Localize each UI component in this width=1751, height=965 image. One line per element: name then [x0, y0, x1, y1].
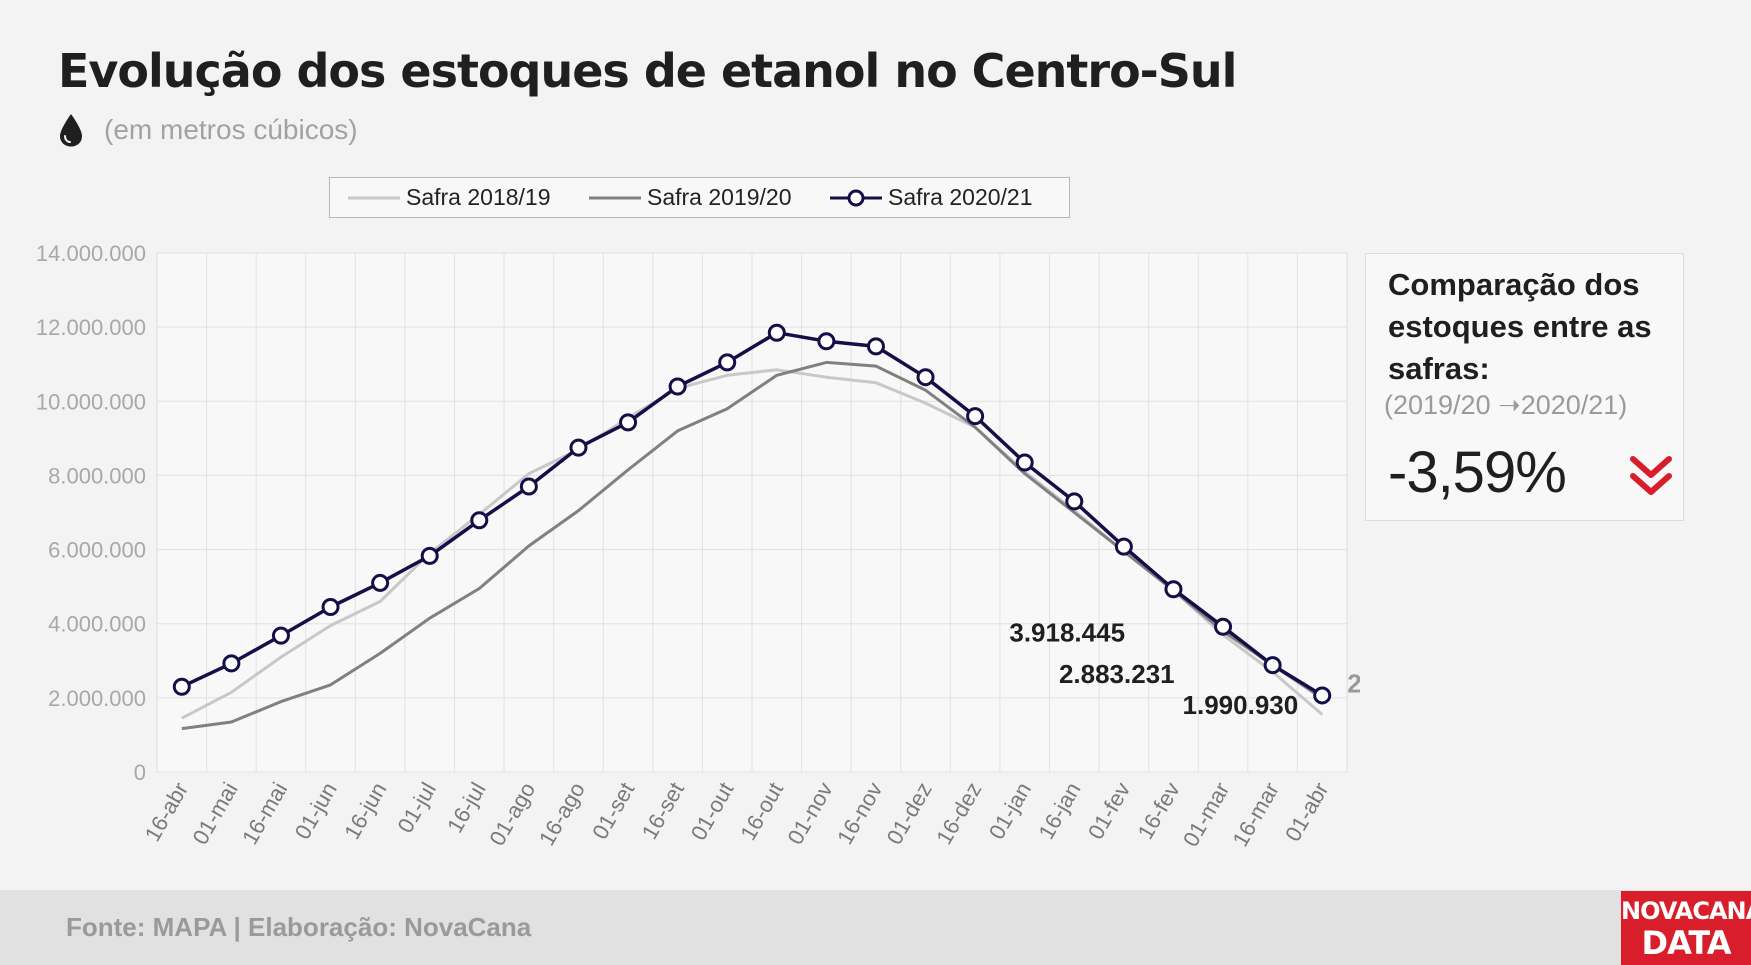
- x-tick-label: 01-set: [587, 778, 639, 843]
- data-point: [866, 337, 885, 356]
- subtitle-text: (em metros cúbicos): [104, 114, 358, 145]
- y-tick-label: 14.000.000: [36, 241, 146, 266]
- legend-swatch-line: [589, 196, 641, 199]
- x-tick-label: 16-set: [637, 778, 689, 843]
- data-point: [172, 677, 191, 696]
- data-point: [470, 511, 489, 530]
- chart-series: [172, 323, 1332, 731]
- legend-label: Safra 2019/20: [647, 184, 792, 210]
- x-tick-label: 01-jul: [392, 778, 441, 837]
- data-point: [718, 353, 737, 372]
- data-point: [420, 546, 439, 565]
- comparison-period: (2019/20 ➝2020/21): [1384, 390, 1628, 420]
- x-tick-label: 01-jun: [290, 778, 342, 843]
- x-tick-label: 01-mai: [187, 778, 242, 849]
- x-tick-label: 01-ago: [484, 778, 540, 850]
- y-tick-label: 10.000.000: [36, 389, 146, 414]
- y-tick-label: 6.000.000: [48, 538, 146, 563]
- double-chevron-down-icon: [1630, 456, 1672, 495]
- x-tick-label: 16-jun: [339, 778, 391, 843]
- x-tick-label: 01-dez: [882, 778, 937, 849]
- x-tick-label: 16-nov: [832, 778, 887, 849]
- x-tick-label: 16-ago: [534, 778, 590, 850]
- x-tick-label: 16-jan: [1033, 778, 1085, 843]
- data-point: [1313, 686, 1332, 705]
- line-chart: 0 2.000.000 4.000.000 6.000.000 8.000.000 10.…: [36, 241, 1360, 851]
- chart-subtitle: (em metros cúbicos): [58, 112, 358, 148]
- data-point: [222, 654, 241, 673]
- comparison-panel: Comparação dos estoques entre as safras:…: [1365, 253, 1684, 521]
- data-point: [569, 438, 588, 457]
- legend-item-2019: Safra 2019/20: [589, 178, 792, 217]
- chart-title: Evolução dos estoques de etanol no Centr…: [58, 44, 1237, 98]
- comparison-heading: Comparação dos estoques entre as safras:: [1388, 267, 1652, 386]
- x-tick-label: 16-mai: [237, 778, 292, 849]
- y-axis-ticks: 0 2.000.000 4.000.000 6.000.000 8.000.000 10.…: [36, 241, 146, 785]
- data-label: 2.883.231: [1059, 659, 1175, 689]
- data-point: [966, 407, 985, 426]
- data-label: 2.065.146: [1347, 668, 1360, 698]
- x-tick-label: 16-dez: [931, 778, 986, 849]
- data-point: [1214, 617, 1233, 636]
- x-tick-label: 16-abr: [140, 778, 193, 846]
- chart-annotations: 3.918.445 2.883.231 1.990.930 2.065.146: [1009, 618, 1360, 720]
- x-tick-label: 01-abr: [1280, 778, 1333, 846]
- data-point: [767, 323, 786, 342]
- y-tick-label: 8.000.000: [48, 463, 146, 488]
- x-tick-label: 16-fev: [1133, 778, 1185, 843]
- chart-grid: [156, 252, 1348, 773]
- x-tick-label: 01-out: [686, 778, 739, 845]
- y-tick-label: 0: [134, 760, 146, 785]
- legend-swatch-marker-line: [830, 189, 882, 206]
- legend-swatch-line: [348, 196, 400, 199]
- data-point: [619, 413, 638, 432]
- droplet-icon: [60, 114, 82, 147]
- legend-item-2018: Safra 2018/19: [348, 178, 551, 217]
- data-point: [668, 377, 687, 396]
- y-tick-label: 2.000.000: [48, 686, 146, 711]
- x-tick-label: 01-fev: [1083, 778, 1135, 843]
- x-tick-label: 01-nov: [782, 778, 837, 849]
- logo-line1: NOVACANA: [1621, 897, 1751, 925]
- x-tick-label: 16-out: [735, 778, 788, 845]
- data-point: [1065, 492, 1084, 511]
- data-label: 3.918.445: [1009, 618, 1125, 648]
- x-tick-label: 01-mar: [1178, 778, 1234, 851]
- legend-item-2020: Safra 2020/21: [830, 178, 1033, 217]
- data-point: [371, 573, 390, 592]
- data-label: 1.990.930: [1183, 690, 1299, 720]
- x-tick-label: 16-mar: [1227, 778, 1283, 851]
- footer-bar: [0, 890, 1751, 965]
- series-line: [181, 330, 1324, 697]
- data-point: [271, 626, 290, 645]
- data-point: [1263, 656, 1282, 675]
- chart-legend: Safra 2018/19 Safra 2019/20 Safra 2020/2…: [329, 177, 1070, 218]
- data-point: [1015, 453, 1034, 472]
- source-credit: Fonte: MAPA | Elaboração: NovaCana: [66, 912, 532, 942]
- y-tick-label: 4.000.000: [48, 612, 146, 637]
- data-point: [817, 332, 836, 351]
- data-point: [519, 477, 538, 496]
- data-point: [321, 598, 340, 617]
- data-point: [1114, 537, 1133, 556]
- data-point: [916, 368, 935, 387]
- legend-label: Safra 2020/21: [888, 184, 1033, 210]
- data-point: [1164, 580, 1183, 599]
- logo-line2: DATA: [1641, 924, 1732, 962]
- series-line: [181, 360, 1324, 731]
- legend-label: Safra 2018/19: [406, 184, 551, 210]
- novacana-logo: NOVACANA DATA: [1621, 891, 1751, 965]
- x-tick-label: 01-jan: [984, 778, 1036, 843]
- y-tick-label: 12.000.000: [36, 315, 146, 340]
- comparison-value: -3,59%: [1388, 440, 1567, 505]
- x-tick-label: 16-jul: [442, 778, 491, 837]
